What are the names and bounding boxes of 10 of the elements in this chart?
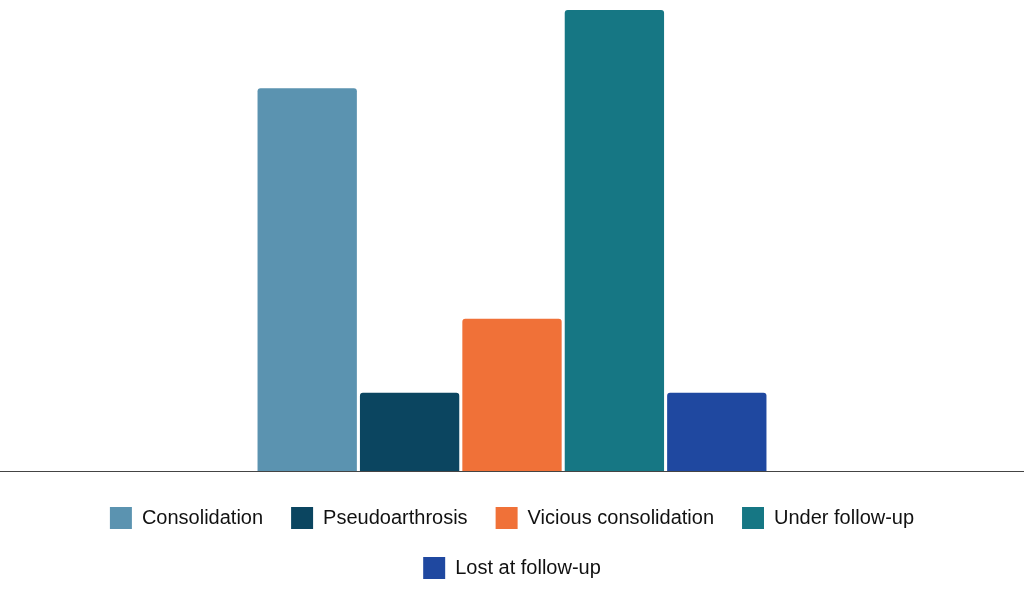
legend-label: Pseudoarthrosis [323,505,468,528]
bar [667,392,767,471]
legend-label: Consolidation [141,505,264,528]
bar [257,88,357,471]
bar [359,392,460,471]
legend-label: Vicious consolidation [527,505,715,528]
legend-label: Lost at follow-up [455,555,601,578]
legend-label: Under follow-up [774,505,915,528]
bar [462,318,562,471]
bar [564,10,665,471]
